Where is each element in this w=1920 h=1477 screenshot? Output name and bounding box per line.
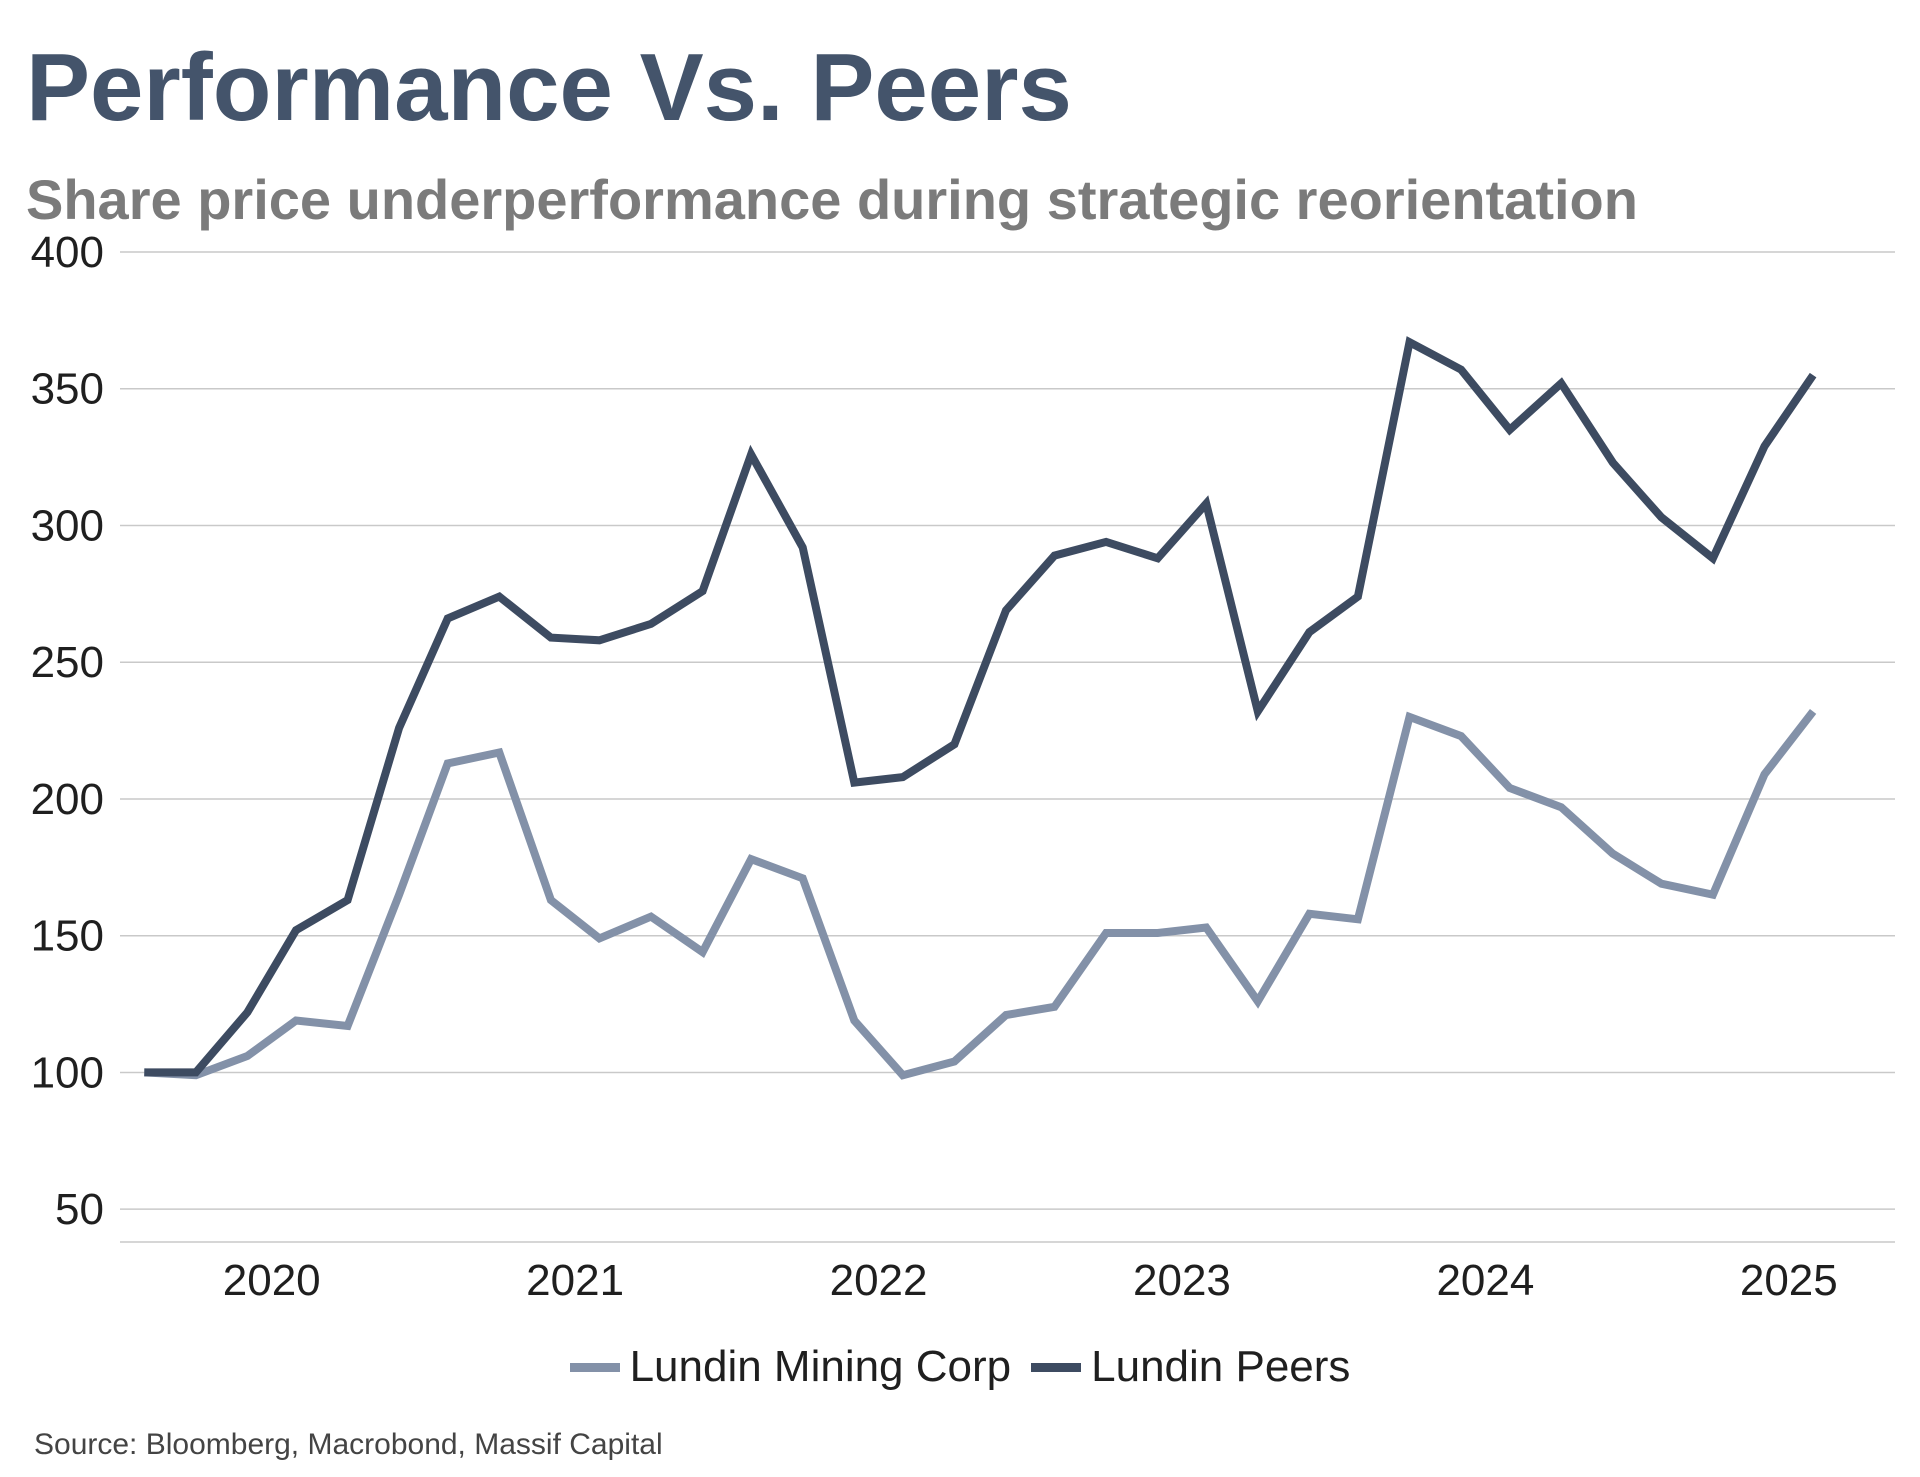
y-tick-label: 150 (31, 912, 104, 961)
x-tick-label: 2025 (1740, 1256, 1838, 1305)
x-tick-label: 2021 (526, 1256, 624, 1305)
x-tick-label: 2022 (830, 1256, 928, 1305)
legend-item-lundin-peers: Lundin Peers (1031, 1342, 1350, 1392)
x-axis-ticks: 2020 2021 2022 2023 2024 2025 (223, 1256, 1838, 1305)
series-line-lundin-peers (144, 336, 1817, 1077)
series-line-lundin-mining-corp (144, 708, 1817, 1080)
legend-swatch-lundin-peers (1031, 1362, 1082, 1372)
y-axis-ticks: 50 100 150 200 250 300 350 400 (31, 228, 104, 1234)
y-tick-label: 250 (31, 638, 104, 687)
legend-label: Lundin Mining Corp (629, 1342, 1012, 1391)
chart-title: Performance Vs. Peers (26, 34, 1072, 141)
series-lines (144, 336, 1817, 1080)
legend-swatch-lundin-mining-corp (569, 1362, 620, 1372)
legend-label: Lundin Peers (1091, 1342, 1351, 1391)
x-tick-label: 2020 (223, 1256, 321, 1305)
y-tick-label: 200 (31, 775, 104, 824)
legend-item-lundin-mining-corp: Lundin Mining Corp (569, 1342, 1012, 1392)
legend: Lundin Mining Corp Lundin Peers (0, 1342, 1920, 1392)
x-tick-label: 2024 (1436, 1256, 1534, 1305)
y-tick-label: 400 (31, 228, 104, 277)
y-tick-label: 100 (31, 1048, 104, 1097)
chart-subtitle: Share price underperformance during stra… (26, 168, 1638, 231)
y-tick-label: 50 (55, 1185, 104, 1234)
y-tick-label: 350 (31, 365, 104, 414)
y-tick-label: 300 (31, 501, 104, 550)
source-note: Source: Bloomberg, Macrobond, Massif Cap… (34, 1428, 663, 1461)
gridlines (120, 251, 1895, 1243)
x-tick-label: 2023 (1133, 1256, 1231, 1305)
